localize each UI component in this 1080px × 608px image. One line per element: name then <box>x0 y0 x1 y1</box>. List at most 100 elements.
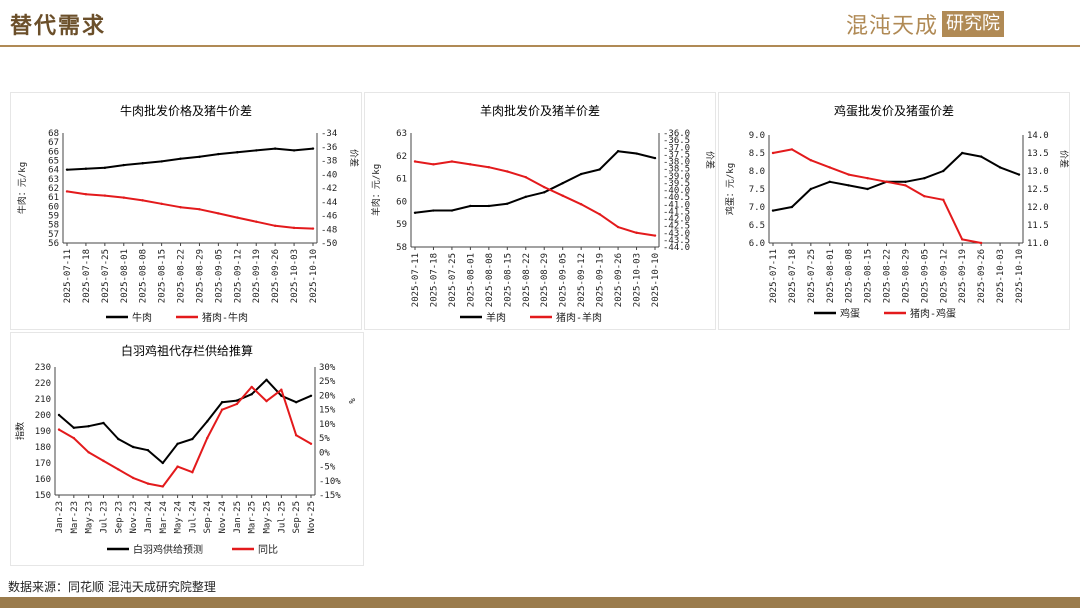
y-tick-label: 180 <box>35 443 51 453</box>
y2-tick-label: -41.0 <box>663 200 690 210</box>
x-tick-label: 2025-10-03 <box>633 253 643 307</box>
data-point <box>413 211 417 214</box>
legend-label: 白羽鸡供给预测 <box>133 543 203 556</box>
x-tick-label: 2025-09-19 <box>958 249 968 303</box>
x-tick-label: Mar-25 <box>248 501 258 534</box>
x-tick-label: Nov-25 <box>307 501 317 534</box>
x-tick-label: 2025-08-22 <box>522 253 532 307</box>
data-point <box>250 393 253 396</box>
x-tick-label: 2025-07-18 <box>82 249 92 303</box>
data-point <box>866 187 869 191</box>
data-point <box>146 449 150 452</box>
data-point <box>220 408 224 411</box>
data-point <box>790 205 794 209</box>
y2-tick-label: -42.0 <box>663 215 690 225</box>
data-point <box>469 163 472 166</box>
x-tick-label: 2025-08-08 <box>139 249 149 303</box>
y2-axis-label: 价差 <box>1058 150 1069 168</box>
data-point <box>235 402 239 406</box>
data-point <box>635 231 638 234</box>
data-point <box>904 184 907 187</box>
data-point <box>87 425 90 428</box>
data-point <box>771 151 775 155</box>
data-point <box>506 202 509 205</box>
x-tick-label: 2025-08-01 <box>826 249 836 303</box>
data-point <box>828 180 831 183</box>
y2-tick-label: -43.0 <box>663 229 690 239</box>
y2-tick-label: -36.5 <box>663 136 690 146</box>
data-point <box>979 241 983 245</box>
data-point <box>961 238 964 241</box>
y2-tick-label: -41.5 <box>663 207 690 217</box>
y-axis-label: 鸡蛋：元/kg <box>724 163 736 215</box>
x-tick-label: May-24 <box>174 501 184 534</box>
y2-tick-label: -48 <box>321 225 337 235</box>
data-point <box>179 157 182 160</box>
x-tick-label: 2025-09-12 <box>233 249 243 303</box>
y2-tick-label: 13.0 <box>1027 167 1049 177</box>
data-point <box>487 204 491 208</box>
data-point <box>828 166 831 169</box>
y2-tick-label: -44 <box>321 198 337 208</box>
y-tick-label: 65 <box>48 157 59 167</box>
data-point <box>309 394 313 397</box>
x-tick-label: 2025-08-01 <box>466 253 476 307</box>
data-point <box>598 213 601 216</box>
data-point <box>146 482 150 485</box>
egg-chart: 鸡蛋批发价及猪蛋价差 6.0 6.5 7.0 7.5 8.0 8.5 9.0 11.0 11.5 1… <box>724 103 1070 320</box>
y-tick-label: 64 <box>48 166 59 176</box>
data-point <box>635 152 638 155</box>
y2-tick-label: 12.0 <box>1027 203 1049 213</box>
data-point <box>294 401 298 404</box>
series-line-0 <box>414 150 656 214</box>
x-tick-label: 2025-08-29 <box>540 253 550 307</box>
y-tick-label: 62 <box>48 184 59 194</box>
y-tick-label: 58 <box>48 221 59 231</box>
data-point <box>866 177 869 180</box>
y2-tick-label: -43.5 <box>663 236 690 246</box>
y-tick-label: 9.0 <box>749 131 765 141</box>
y-tick-label: 230 <box>35 363 51 373</box>
data-point <box>487 166 491 169</box>
brand-box: 研究院 <box>942 11 1005 37</box>
data-point <box>57 413 61 417</box>
y-tick-label: 170 <box>35 459 51 469</box>
chart-title: 羊肉批发价及猪羊价差 <box>480 103 600 118</box>
data-point <box>432 163 435 166</box>
header-rule <box>0 45 1080 47</box>
x-tick-label: Mar-23 <box>70 501 80 534</box>
data-point <box>616 150 620 153</box>
data-point <box>280 388 283 391</box>
x-tick-label: Jul-24 <box>188 501 198 534</box>
series-line-0 <box>772 152 1020 212</box>
y2-tick-label: 11.5 <box>1027 221 1049 231</box>
data-point <box>250 385 253 389</box>
data-point <box>809 159 813 162</box>
y-tick-label: 59 <box>396 220 407 230</box>
chart-panel-broiler: 白羽鸡祖代存栏供给推算 150 160 170 180 190 200 210 220 230 30… <box>10 332 364 566</box>
y-tick-label: 200 <box>35 411 51 421</box>
data-point <box>57 428 61 431</box>
data-point <box>309 442 313 445</box>
x-tick-label: 2025-08-22 <box>177 249 187 303</box>
y2-tick-label: 15% <box>319 406 336 416</box>
series-line-1 <box>66 190 314 230</box>
y-tick-label: 8.5 <box>749 149 765 159</box>
x-tick-label: 2025-09-05 <box>920 249 930 303</box>
data-point <box>1017 173 1021 176</box>
data-point <box>176 465 179 468</box>
data-point <box>131 445 135 449</box>
data-point <box>131 476 135 480</box>
y-tick-label: 6.5 <box>749 221 765 231</box>
data-point <box>280 394 283 397</box>
y2-tick-label: -36.0 <box>663 129 690 139</box>
series-line-0 <box>58 378 312 464</box>
x-tick-label: 2025-08-29 <box>901 249 911 303</box>
data-point <box>311 147 315 150</box>
y2-tick-label: -39.5 <box>663 179 690 189</box>
data-point <box>273 147 277 150</box>
series-line-1 <box>414 160 656 237</box>
data-point <box>65 190 69 193</box>
y2-tick-label: -5% <box>319 463 336 473</box>
x-tick-label: 2025-10-10 <box>1015 249 1025 303</box>
